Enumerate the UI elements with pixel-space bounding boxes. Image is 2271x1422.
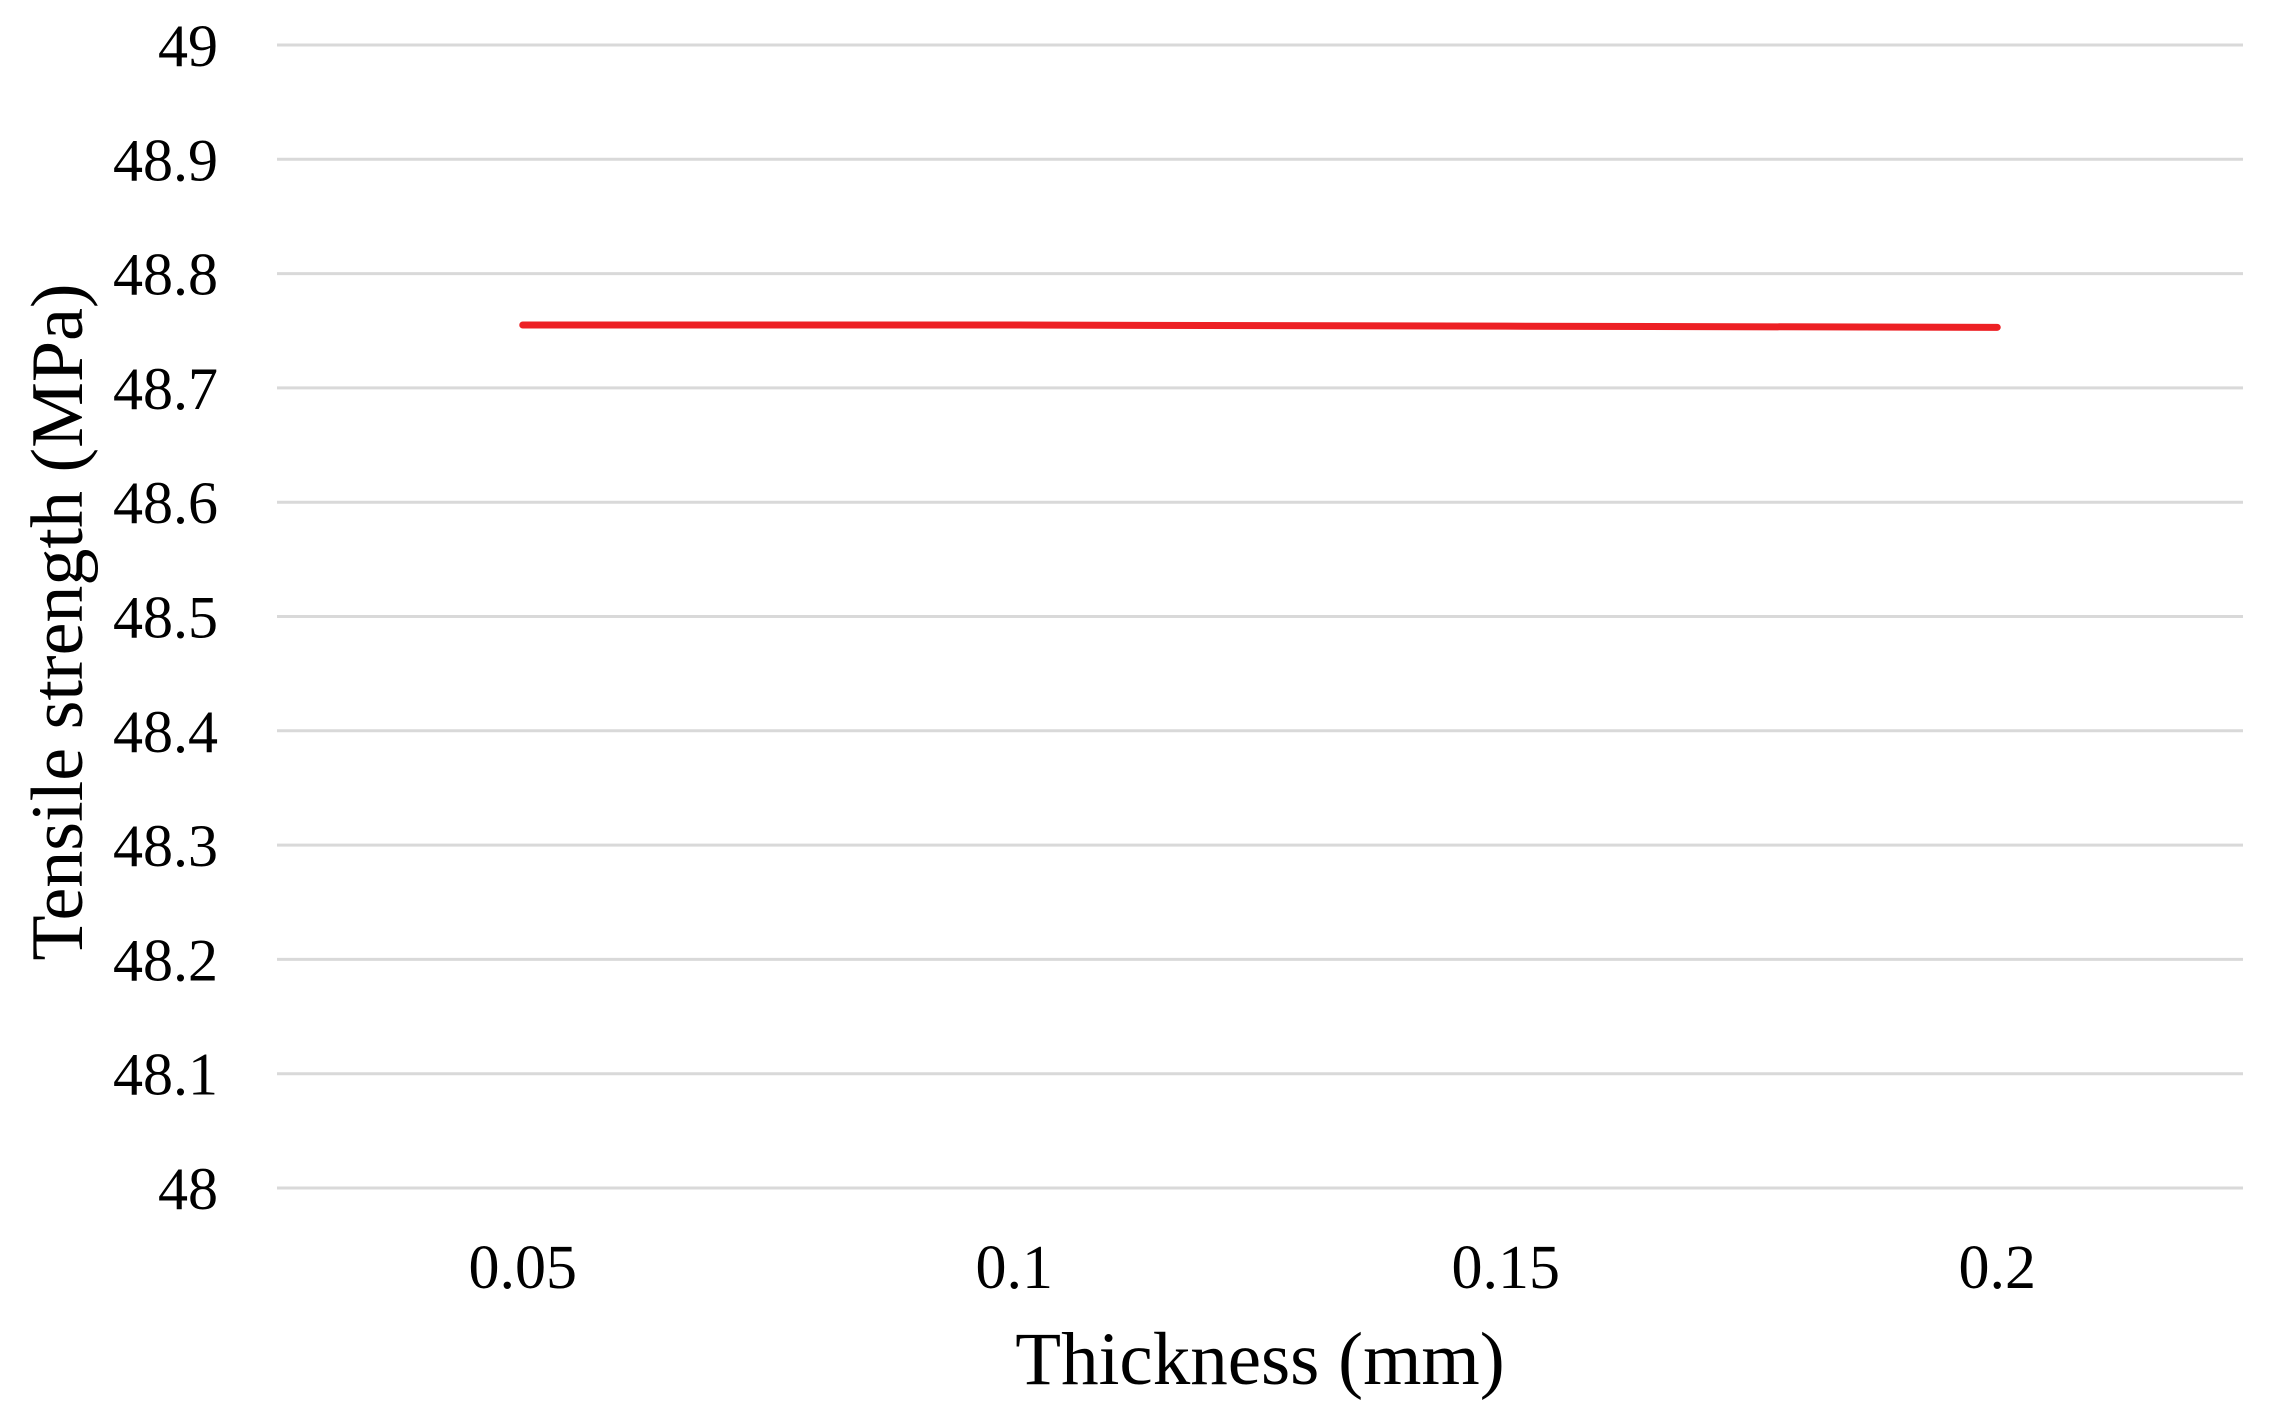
x-tick-label: 0.05 [469,1234,578,1302]
x-tick-label: 0.15 [1452,1234,1561,1302]
y-tick-label: 48.5 [113,585,218,651]
series-line [519,321,2001,331]
y-axis-title: Tensile strength (MPa) [17,283,99,961]
y-tick-label: 49 [158,13,218,79]
x-tick-label: 0.2 [1959,1234,2037,1302]
y-tick-label: 48.4 [113,699,218,765]
y-tick-label: 48.8 [113,242,218,308]
y-tick-label: 48.9 [113,127,218,193]
y-tick-label: 48 [158,1156,218,1222]
y-tick-label: 48.6 [113,470,218,536]
y-tick-label: 48.2 [113,927,218,993]
x-axis-title: Thickness (mm) [1015,1318,1505,1401]
y-tick-label: 48.1 [113,1042,218,1108]
x-tick-label: 0.1 [976,1234,1054,1302]
y-tick-label: 48.3 [113,813,218,879]
y-tick-label: 48.7 [113,356,218,422]
